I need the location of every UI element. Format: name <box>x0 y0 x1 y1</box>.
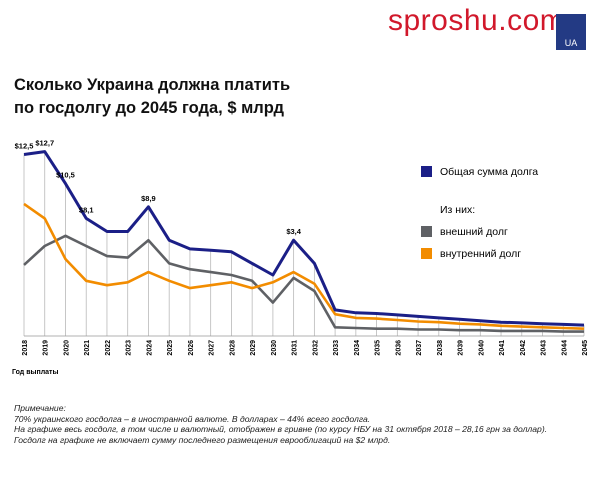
legend: Общая сумма долга Из них: внешний долг в… <box>421 166 538 260</box>
series-line-internal <box>23 202 585 330</box>
x-tick-2022: 2022 <box>105 340 112 356</box>
data-label-2024: $8,9 <box>141 194 156 203</box>
x-tick-2035: 2035 <box>375 340 382 356</box>
brand-logo: sproshu.com <box>388 4 566 37</box>
chart-data-labels: $12,5 $12,7 $10,5 $8,1 $8,9 $3,4 <box>15 139 302 237</box>
x-tick-2031: 2031 <box>292 340 299 356</box>
chart-title: Сколько Украина должна платить по госдол… <box>14 74 344 120</box>
x-tick-2028: 2028 <box>229 340 236 356</box>
legend-label-of-which: Из них: <box>440 204 475 216</box>
x-tick-2034: 2034 <box>354 340 361 356</box>
x-tick-2032: 2032 <box>312 340 319 356</box>
x-tick-2026: 2026 <box>188 340 195 356</box>
data-label-2020: $10,5 <box>56 171 75 180</box>
x-tick-2024: 2024 <box>146 340 153 356</box>
x-tick-2027: 2027 <box>209 340 216 356</box>
x-tick-2045: 2045 <box>582 340 589 356</box>
x-tick-2033: 2033 <box>333 340 340 356</box>
debt-chart: $12,5 $12,7 $10,5 $8,1 $8,9 $3,4 2018 2019 2020… <box>12 139 589 376</box>
data-label-2018: $12,5 <box>15 142 34 151</box>
data-label-2019: $12,7 <box>35 139 54 148</box>
legend-swatch-external <box>421 226 432 237</box>
notes: Примечание: 70% украинского госдолга – в… <box>14 403 589 445</box>
x-tick-2036: 2036 <box>395 340 402 356</box>
data-label-2031: $3,4 <box>286 227 301 236</box>
x-tick-2038: 2038 <box>437 340 444 356</box>
legend-label-internal: внутренний долг <box>440 248 521 260</box>
series-line-total <box>23 150 585 327</box>
x-tick-2042: 2042 <box>520 340 527 356</box>
chart-title-line-1: Сколько Украина должна платить <box>14 76 291 94</box>
legend-label-total: Общая сумма долга <box>440 166 538 178</box>
brand-badge: UA <box>556 14 586 50</box>
data-label-2021: $8,1 <box>79 205 94 214</box>
x-tick-2021: 2021 <box>84 340 91 356</box>
notes-line-1: 70% украинского госдолга – в иностранной… <box>14 413 371 424</box>
x-tick-2025: 2025 <box>167 340 174 356</box>
x-tick-2023: 2023 <box>126 340 133 356</box>
x-tick-2043: 2043 <box>541 340 548 356</box>
x-tick-2018: 2018 <box>22 340 29 356</box>
x-tick-2020: 2020 <box>64 340 71 356</box>
legend-swatch-internal <box>421 248 432 259</box>
x-tick-2044: 2044 <box>561 340 568 356</box>
series-line-external <box>23 234 584 333</box>
chart-title-line-2: по госдолгу до 2045 года, $ млрд <box>14 99 284 117</box>
notes-line-3: Госдолг на графике не включает сумму пос… <box>14 434 391 445</box>
x-axis-ticks: 2018 2019 2020 2021 2022 2023 2024 2025 2026 2027… <box>22 340 589 356</box>
x-tick-2029: 2029 <box>250 340 257 356</box>
legend-label-external: внешний долг <box>440 226 508 238</box>
x-tick-2019: 2019 <box>43 340 50 356</box>
notes-line-2: На графике весь госдолг, в том числе и в… <box>14 424 548 435</box>
chart-lines <box>23 150 585 333</box>
notes-heading: Примечание: <box>14 403 66 413</box>
x-tick-2039: 2039 <box>458 340 465 356</box>
x-tick-2040: 2040 <box>478 340 485 356</box>
x-tick-2030: 2030 <box>271 340 278 356</box>
x-tick-2037: 2037 <box>416 340 423 356</box>
legend-swatch-total <box>421 166 432 177</box>
chart-grid <box>23 151 585 337</box>
x-axis-label: Год выплаты <box>12 369 58 376</box>
x-tick-2041: 2041 <box>499 340 506 356</box>
